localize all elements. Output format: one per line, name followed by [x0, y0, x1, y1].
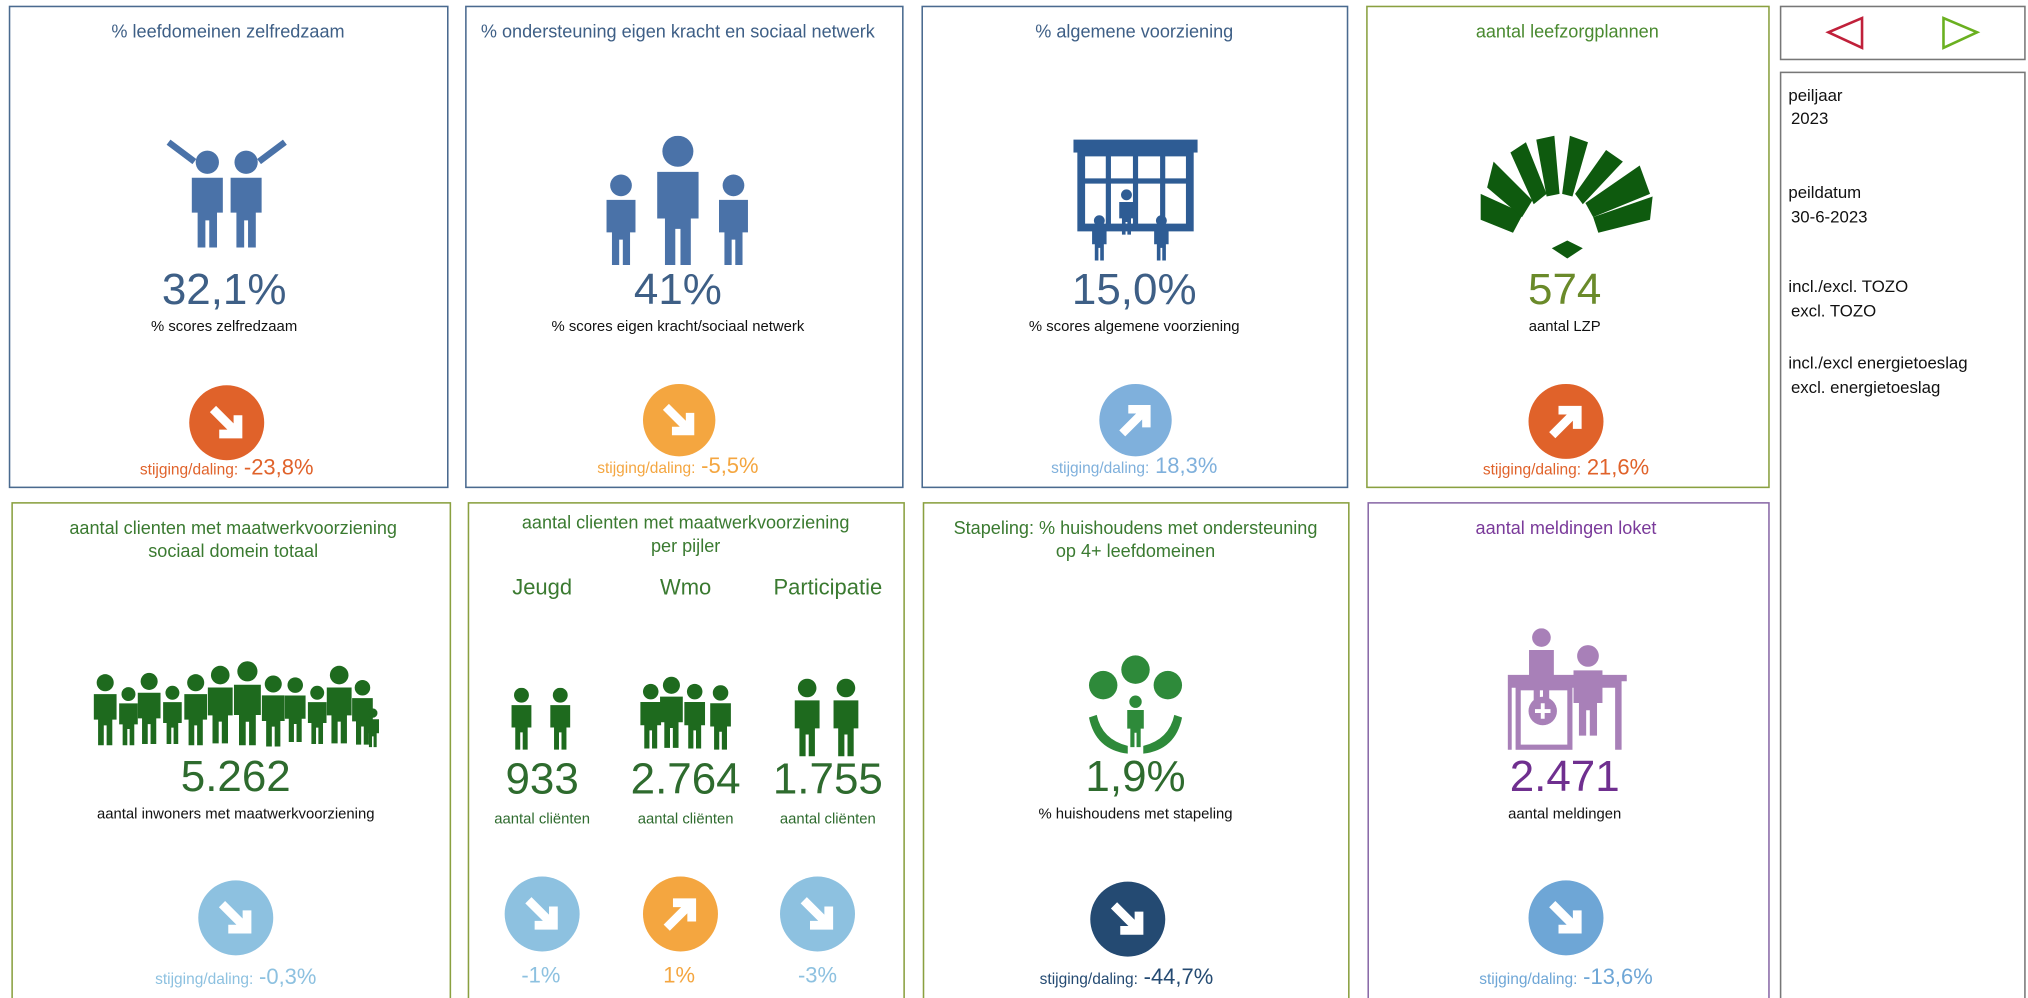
- change-value: -44,7%: [1144, 964, 1214, 989]
- pillar-value: 2.764: [631, 755, 741, 804]
- card: [8, 5, 449, 489]
- kpi-value: 41%: [634, 265, 722, 314]
- info-value: excl. energietoeslag: [1791, 378, 1940, 397]
- icon: [1073, 139, 1198, 261]
- card: [921, 5, 1349, 489]
- pillar-values: 933 2.764 1.755 aantal cliënten aantal c…: [494, 755, 883, 828]
- change-value: -5,5%: [701, 453, 758, 478]
- prev-button[interactable]: [1825, 16, 1864, 50]
- info-label: incl./excl. TOZO: [1788, 277, 1908, 296]
- info-label: peildatum: [1788, 183, 1861, 202]
- change-label: stijging/daling:: [1051, 460, 1149, 477]
- kpi-value: 32,1%: [162, 265, 287, 314]
- card-title: Stapeling: % huishoudens met ondersteuni…: [954, 518, 1318, 538]
- change-value: 1%: [663, 962, 695, 987]
- icon: [1480, 135, 1653, 259]
- kpi-value: 5.262: [181, 752, 291, 801]
- card: [1367, 502, 1770, 998]
- card: [11, 502, 452, 998]
- change-value: 18,3%: [1155, 453, 1217, 478]
- kpi-value: 574: [1528, 265, 1601, 314]
- info-value: 30-6-2023: [1791, 207, 1868, 226]
- kpi-value: 1,9%: [1085, 752, 1185, 801]
- card-title: % ondersteuning eigen kracht en sociaal …: [481, 21, 876, 41]
- kpi-value: 2.471: [1510, 752, 1620, 801]
- card-text: % leefdomeinen zelfredzaam 32,1%: [111, 21, 344, 313]
- card-title: op 4+ leefdomeinen: [1056, 541, 1215, 561]
- change: stijging/daling: -23,8%: [140, 454, 314, 479]
- change: stijging/daling: -13,6%: [1479, 964, 1653, 989]
- info-box: [1779, 71, 2026, 998]
- card-title: per pijler: [651, 536, 720, 556]
- change-label: stijging/daling:: [1483, 461, 1581, 478]
- change-value: 21,6%: [1587, 454, 1649, 479]
- info-label: peiljaar: [1788, 86, 1843, 105]
- pillar-value: 1.755: [773, 755, 883, 804]
- icon: [1507, 628, 1627, 750]
- card-title: % leefdomeinen zelfredzaam: [111, 21, 344, 41]
- change-label: stijging/daling:: [140, 461, 238, 478]
- change-value: -13,6%: [1583, 964, 1653, 989]
- change: stijging/daling: -0,3%: [155, 964, 316, 989]
- change: stijging/daling: 18,3%: [1051, 453, 1217, 478]
- pillar-name: Jeugd: [512, 575, 572, 600]
- pillar-name: Participatie: [774, 575, 883, 600]
- change-value: -3%: [798, 962, 837, 987]
- card-title: sociaal domein totaal: [148, 541, 318, 561]
- change-value: -0,3%: [259, 964, 316, 989]
- change: stijging/daling: -5,5%: [597, 453, 758, 478]
- kpi-label: aantal meldingen: [1508, 806, 1621, 822]
- pillar-value: 933: [505, 755, 578, 804]
- icon: [511, 676, 859, 757]
- card-title: aantal clienten met maatwerkvoorziening: [69, 518, 397, 538]
- change-label: stijging/daling:: [155, 971, 253, 988]
- icon: [606, 135, 748, 266]
- change: stijging/daling: -44,7%: [1040, 964, 1214, 989]
- kpi-label: % scores algemene voorziening: [1029, 319, 1240, 335]
- icon: [166, 139, 287, 248]
- pillar-label: aantal cliënten: [494, 811, 590, 827]
- info-value: 2023: [1791, 109, 1828, 128]
- pillar-label: aantal cliënten: [638, 811, 734, 827]
- change-label: stijging/daling:: [1479, 971, 1577, 988]
- change-value: -23,8%: [244, 454, 314, 479]
- kpi-label: aantal inwoners met maatwerkvoorziening: [97, 806, 375, 822]
- card: [1366, 5, 1770, 489]
- change-label: stijging/daling:: [1040, 971, 1138, 988]
- next-button[interactable]: [1942, 16, 1981, 50]
- change-label: stijging/daling:: [597, 460, 695, 477]
- pillar-label: aantal cliënten: [780, 811, 876, 827]
- kpi-label: % huishoudens met stapeling: [1038, 806, 1232, 822]
- pillar-name: Wmo: [660, 575, 711, 600]
- card-title: aantal clienten met maatwerkvoorziening: [522, 513, 850, 533]
- card: [467, 502, 905, 998]
- card-title: % algemene voorziening: [1035, 21, 1233, 41]
- kpi-label: aantal LZP: [1529, 319, 1601, 335]
- info-value: excl. TOZO: [1791, 302, 1876, 321]
- kpi-label: % scores zelfredzaam: [151, 319, 297, 335]
- card-title: aantal meldingen loket: [1476, 518, 1657, 538]
- kpi-value: 15,0%: [1072, 265, 1197, 314]
- info-label: incl./excl energietoeslag: [1788, 353, 1967, 372]
- pillar-names: Jeugd Wmo Participatie: [512, 575, 882, 600]
- card: [465, 5, 904, 489]
- nav-box: [1779, 5, 2026, 61]
- card: [922, 502, 1350, 998]
- change-value: -1%: [521, 962, 560, 987]
- kpi-label: % scores eigen kracht/sociaal netwerk: [552, 319, 805, 335]
- icon: [1088, 655, 1183, 754]
- icon: [93, 661, 380, 748]
- card-title: aantal leefzorgplannen: [1476, 21, 1659, 41]
- change: stijging/daling: 21,6%: [1483, 454, 1649, 479]
